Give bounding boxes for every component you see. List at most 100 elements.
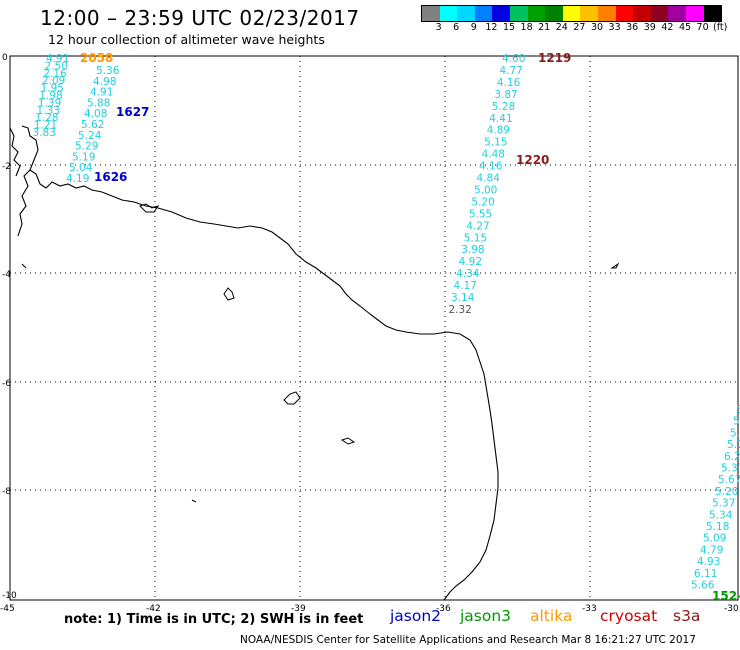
color-scale-label-12: 39	[643, 22, 656, 33]
legend-s3a: s3a	[673, 607, 701, 625]
pass-152-value: 5.66	[691, 580, 715, 592]
map-frame	[9, 55, 739, 601]
pass-2058-value: 4.08	[84, 108, 107, 120]
pass-2058-value: 5.24	[78, 130, 102, 142]
map-subtitle: 12 hour collection of altimeter wave hei…	[48, 32, 325, 47]
y-tick-4: -8	[2, 487, 11, 497]
color-scale-label-13: 42	[661, 22, 674, 33]
pass-152-value: 6.11	[694, 568, 717, 580]
color-swatch-9	[580, 6, 598, 21]
pass-id-2058: 2058	[80, 51, 113, 65]
pass-1219-value: 4.34	[456, 268, 480, 280]
pass-152-value: 4.93	[697, 556, 720, 568]
x-tick-3: -36	[436, 604, 451, 614]
x-tick-0: -45	[0, 604, 15, 614]
pass-1627-value: 1.33	[37, 105, 60, 117]
color-scale-label-8: 27	[573, 22, 586, 33]
pass-1219-value: 4.48	[482, 149, 505, 161]
pass-1219-value: 5.15	[484, 137, 507, 149]
pass-2058-values: 5.364.984.915.884.085.625.245.295.195.04…	[66, 65, 120, 185]
pass-1219-value: 4.16	[479, 161, 503, 173]
color-swatch-2	[457, 6, 475, 21]
pass-1219-value: 5.00	[474, 184, 497, 196]
island-3	[283, 391, 301, 405]
color-swatch-16	[703, 6, 722, 21]
pass-2058-value: 5.36	[96, 65, 120, 77]
color-scale-label-14: 45	[678, 22, 692, 33]
pass-1219-value: 5.20	[471, 196, 494, 208]
pass-id-152: 152-	[712, 589, 740, 603]
color-swatch-0	[422, 6, 440, 21]
pass-1627-value: 2.09	[42, 75, 65, 87]
color-scale-label-0: 3	[435, 22, 442, 33]
island-1	[139, 203, 160, 213]
color-scale-label-5: 18	[520, 22, 533, 33]
island-5	[610, 262, 620, 269]
pass-152-value: 5.20	[715, 486, 738, 498]
color-scale-label-15: 70	[696, 22, 709, 33]
color-swatch-12	[633, 6, 651, 21]
color-swatch-8	[562, 6, 581, 21]
pass-1219-value: 2.32	[448, 304, 471, 316]
footer-credits: NOAA/NESDIS Center for Satellite Applica…	[240, 634, 696, 646]
pass-1627-value: 1.39	[38, 97, 61, 109]
pass-152-value: 5.37	[721, 463, 740, 475]
map-title: 12:00 – 23:59 UTC 02/23/2017	[40, 6, 360, 30]
pass-id-1626: 1626	[94, 170, 127, 184]
pass-id-1627: 1627	[116, 105, 149, 119]
color-scale-label-1: 6	[453, 22, 460, 33]
color-swatch-14	[668, 6, 686, 21]
pass-1627-value: 1.21	[34, 120, 57, 132]
x-tick-2: -39	[291, 604, 306, 614]
color-swatch-13	[650, 6, 669, 21]
y-tick-0: 0	[2, 53, 8, 63]
y-tick-5: -10	[2, 591, 17, 601]
pass-152-values: 5.35.15.35.716.255.375.675.205.375.345.1…	[691, 404, 740, 592]
color-swatch-10	[597, 6, 616, 21]
pass-1219-value: 5.15	[464, 232, 487, 244]
footer-note: note: 1) Time is in UTC; 2) SWH is in fe…	[64, 612, 364, 627]
color-scale-labels: 3 6 9 12 15 18 21 24 27 30 33 36 39 42 45 70 (ft)	[421, 22, 740, 34]
y-tick-3: -6	[2, 379, 11, 389]
pass-1219-value: 5.28	[492, 101, 515, 113]
pass-152-value: 6.25	[724, 451, 740, 463]
pass-2058-value: 5.29	[75, 141, 98, 153]
pass-2058-value: 4.91	[90, 87, 113, 99]
pass-1219-value: 4.17	[454, 280, 477, 292]
color-scale-label-9: 30	[590, 22, 604, 33]
pass-1627-value: 2.50	[45, 60, 68, 72]
pass-1219-value: 3.87	[494, 89, 517, 101]
island-7	[191, 499, 197, 503]
island-2	[223, 287, 235, 301]
pass-2058-value: 4.19	[66, 173, 89, 185]
color-swatch-5	[509, 6, 528, 21]
pass-152-value: 5.71	[727, 439, 740, 451]
pass-1219-value: 4.77	[499, 65, 522, 77]
pass-1627-value: 4.91	[46, 53, 69, 65]
pass-152-value: 5.3	[736, 404, 740, 416]
color-swatch-1	[439, 6, 458, 21]
coastline-northwest	[9, 125, 39, 177]
pass-1627-value: 1.95	[41, 83, 64, 95]
y-tick-2: -4	[2, 270, 11, 280]
pass-152-value: 5.1	[733, 416, 740, 428]
pass-2058-value: 5.19	[72, 151, 95, 163]
pass-1627-value: 1.98	[39, 90, 62, 102]
x-tick-1: -42	[146, 604, 161, 614]
y-tick-1: -2	[2, 162, 11, 172]
pass-1627-value: 3.83	[33, 127, 56, 139]
color-scale-label-4: 15	[502, 22, 516, 33]
color-swatch-11	[615, 6, 634, 21]
gridlines	[10, 56, 738, 600]
pass-1219-value: 3.98	[461, 244, 484, 256]
island-4	[340, 437, 356, 445]
pass-152-value: 5.18	[706, 521, 729, 533]
legend-cryosat: cryosat	[600, 607, 658, 625]
pass-1219-value: 4.89	[487, 125, 510, 137]
pass-1627-values: 4.912.502.162.091.951.981.391.331.281.21…	[33, 53, 70, 139]
pass-id-1219: 1219	[538, 51, 571, 65]
pass-2058-value: 5.88	[87, 97, 110, 109]
pass-2058-value: 5.04	[69, 162, 93, 174]
